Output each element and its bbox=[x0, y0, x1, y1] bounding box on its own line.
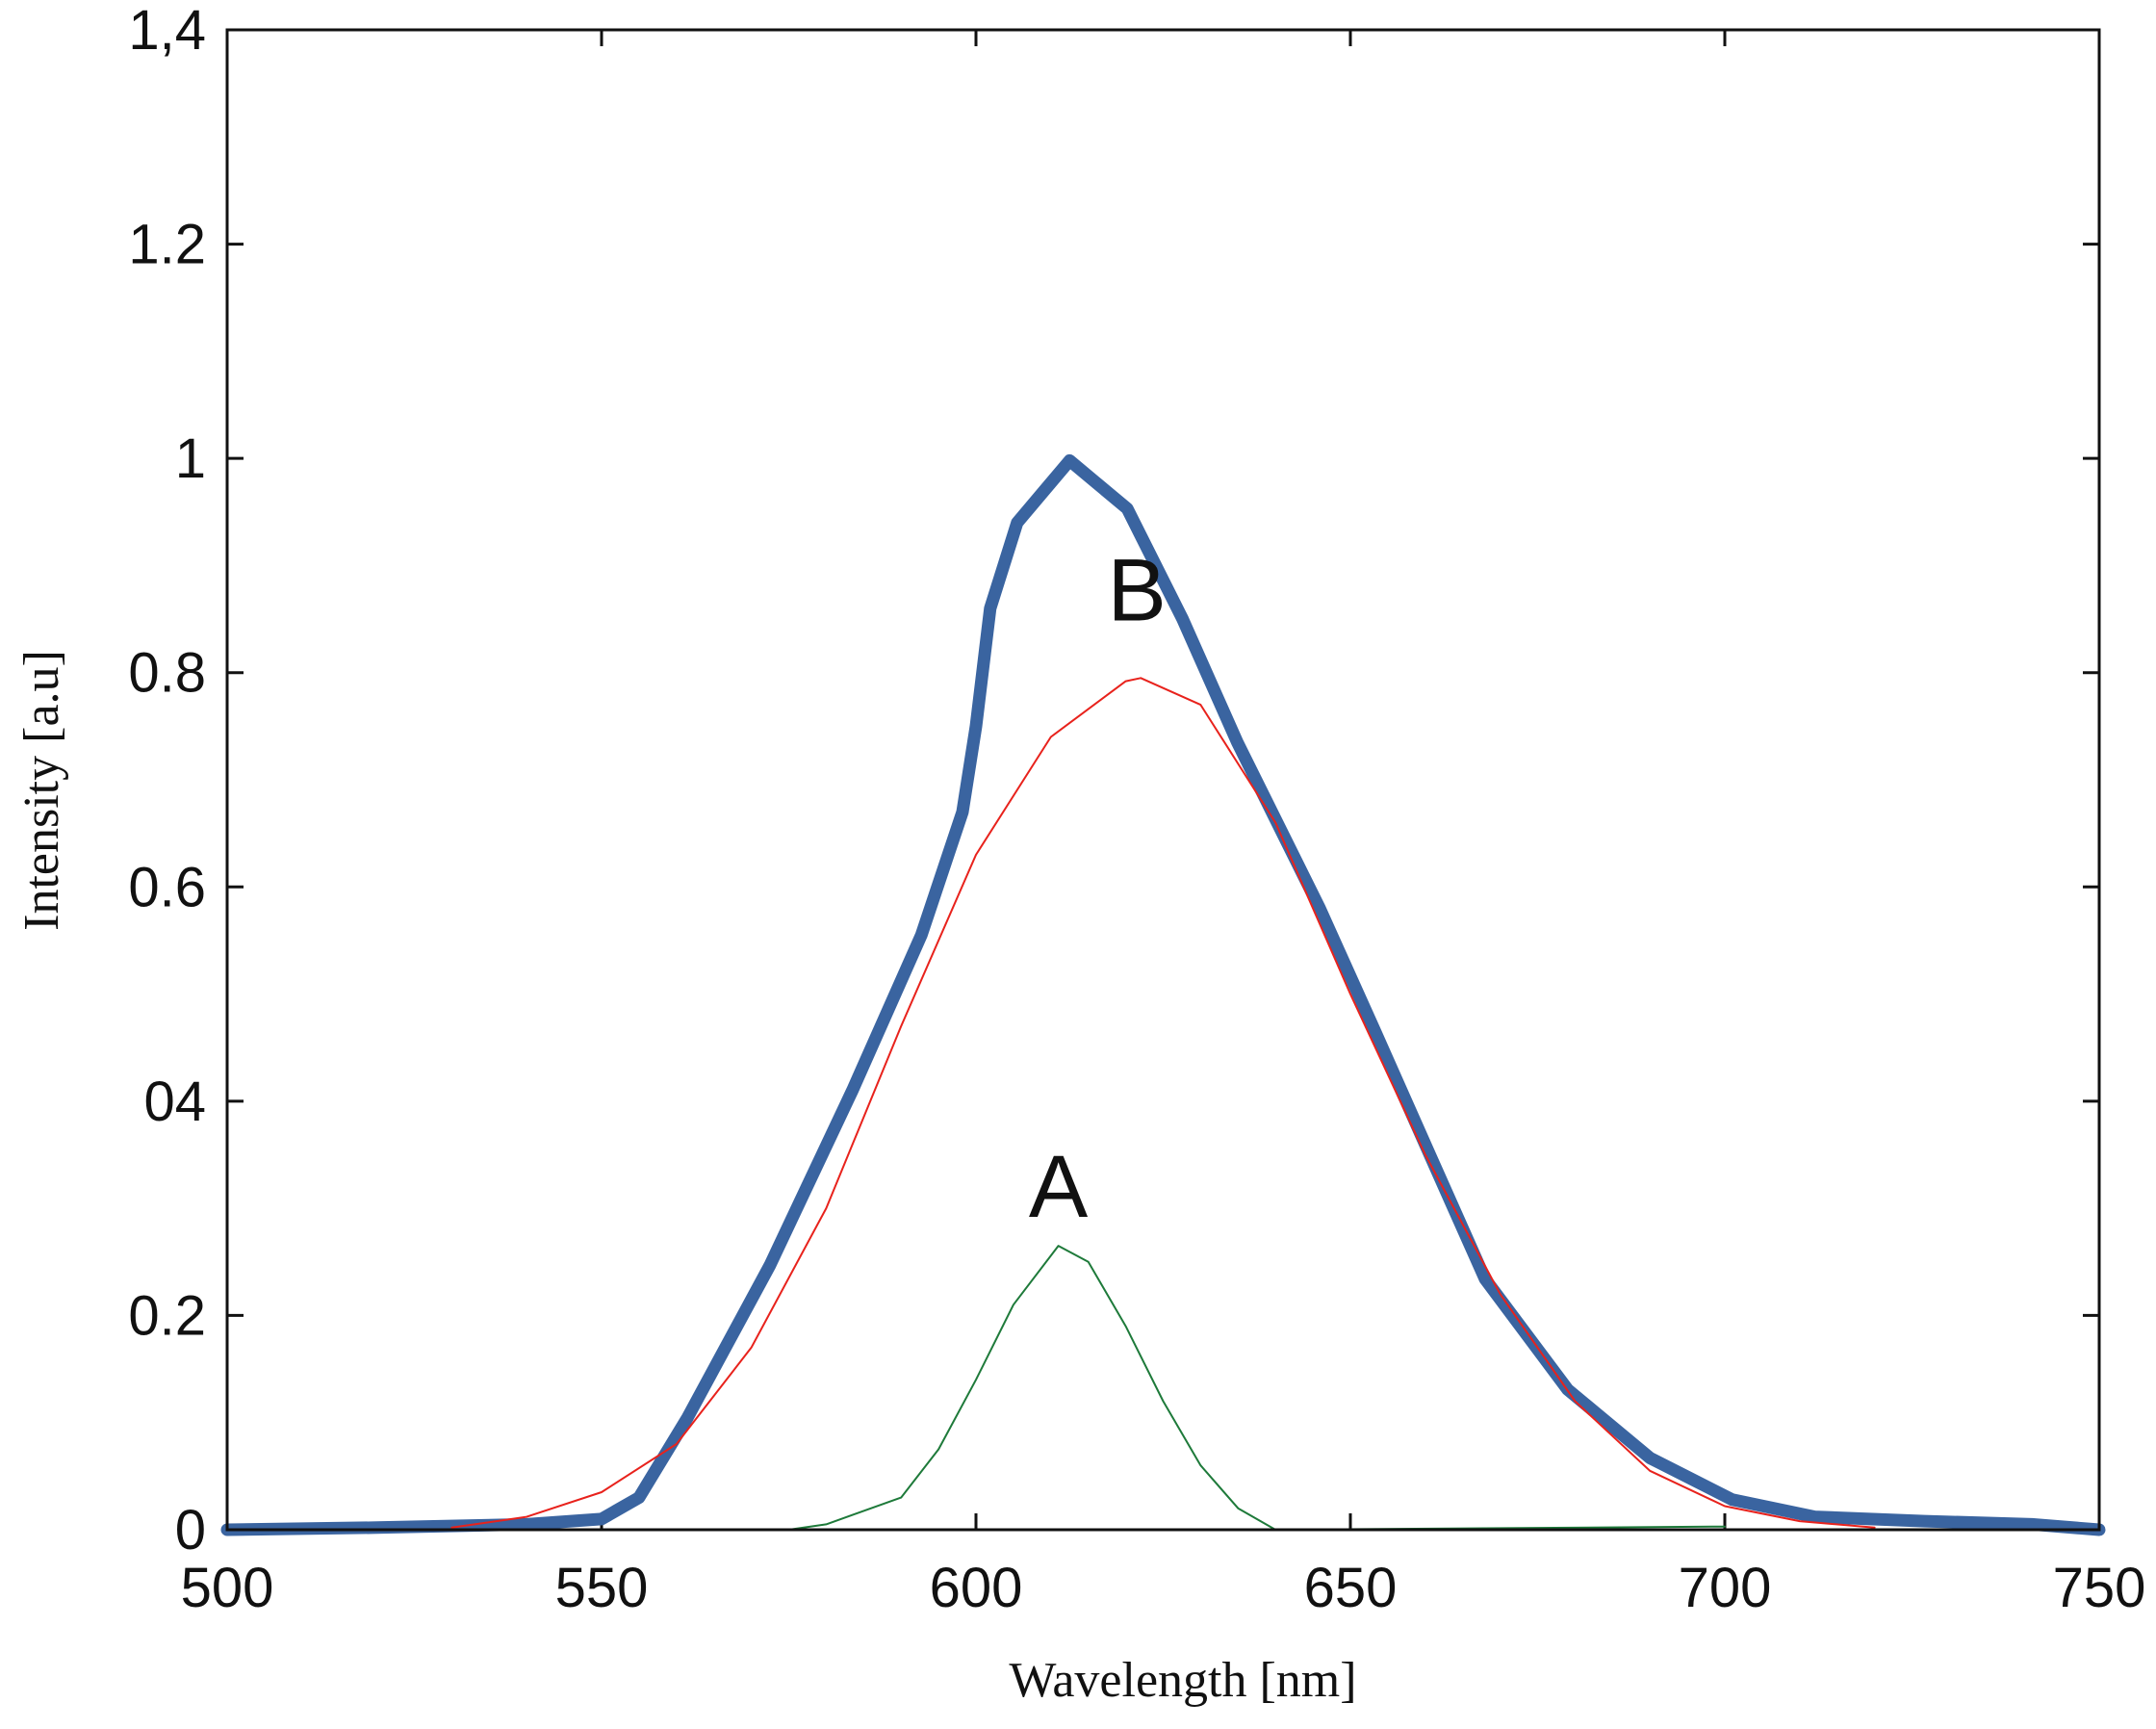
y-tick-label: 1 bbox=[175, 427, 206, 490]
x-tick-label: 700 bbox=[1679, 1557, 1772, 1619]
y-tick-label: 0.2 bbox=[128, 1284, 206, 1347]
y-tick-label: 1,4 bbox=[128, 0, 206, 62]
x-tick-label: 750 bbox=[2053, 1557, 2146, 1619]
annotation: B bbox=[1107, 541, 1166, 639]
plot-frame bbox=[225, 28, 2101, 1532]
annotation: A bbox=[1029, 1138, 1089, 1236]
y-tick-label: 04 bbox=[143, 1071, 206, 1133]
y-tick-label: 0.6 bbox=[128, 856, 206, 918]
x-tick-label: 600 bbox=[930, 1557, 1023, 1619]
y-axis-title: Intensity [a.u] bbox=[14, 650, 69, 931]
series-line bbox=[450, 677, 1876, 1529]
series-line bbox=[601, 1245, 1726, 1531]
y-tick-label: 1.2 bbox=[128, 214, 206, 276]
x-tick-label: 650 bbox=[1304, 1557, 1398, 1619]
y-tick-label: 0.8 bbox=[128, 642, 206, 705]
x-axis-title: Wavelength [nm] bbox=[1009, 1653, 1356, 1708]
x-tick-label: 500 bbox=[181, 1557, 274, 1619]
series-line bbox=[220, 453, 2106, 1536]
x-tick-label: 550 bbox=[555, 1557, 649, 1619]
y-tick-label: 0 bbox=[175, 1499, 206, 1561]
